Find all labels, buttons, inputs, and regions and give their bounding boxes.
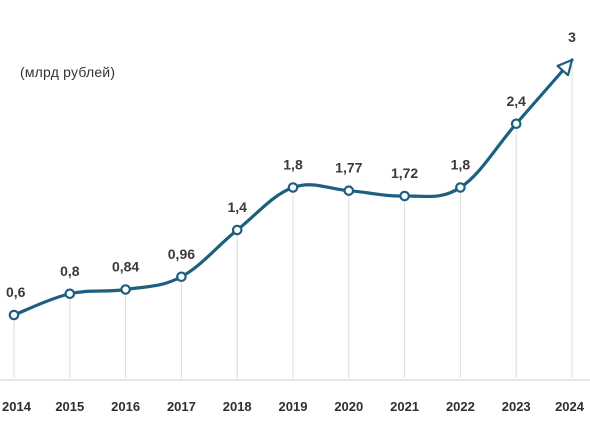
data-point-2022 <box>455 182 466 193</box>
data-point-2018 <box>231 224 243 236</box>
data-point-2015 <box>64 288 76 300</box>
data-labels: 0,6 0,8 0,84 0,96 1,4 1,8 1,77 1,72 1,8 2,4 3 <box>6 29 576 300</box>
unit-label: (млрд рублей) <box>20 64 116 80</box>
data-point-2020 <box>343 185 355 196</box>
x-tick-labels: 2014 2015 2016 2017 2018 2019 2020 2021 2022 2023… <box>2 399 585 414</box>
data-label-2023: 2,4 <box>506 93 526 109</box>
x-tick-label-2016: 2016 <box>111 399 140 414</box>
x-tick-label-2018: 2018 <box>223 399 252 414</box>
data-label-2017: 0,96 <box>168 246 195 262</box>
data-point-2021 <box>399 190 410 202</box>
data-label-2020: 1,77 <box>335 160 362 176</box>
data-label-2024: 3 <box>568 29 576 45</box>
data-label-2019: 1,8 <box>283 157 303 173</box>
x-tick-label-2014: 2014 <box>2 399 32 414</box>
x-tick-label-2021: 2021 <box>390 399 419 414</box>
data-label-2021: 1,72 <box>391 165 418 181</box>
x-tick-label-2015: 2015 <box>55 399 84 414</box>
x-tick-label-2023: 2023 <box>502 399 531 414</box>
data-label-2022: 1,8 <box>451 157 471 173</box>
data-point-2019 <box>287 182 299 193</box>
x-tick-label-2017: 2017 <box>167 399 196 414</box>
data-label-2018: 1,4 <box>227 199 247 215</box>
data-label-2016: 0,84 <box>112 259 139 275</box>
data-markers <box>8 58 574 321</box>
data-point-2016 <box>120 284 131 295</box>
data-point-2014 <box>8 309 20 321</box>
end-arrow-marker <box>556 58 574 77</box>
x-tick-label-2020: 2020 <box>334 399 363 414</box>
x-tick-label-2019: 2019 <box>279 399 308 414</box>
data-point-2017 <box>176 271 187 283</box>
gridlines <box>13 60 573 378</box>
data-label-2014: 0,6 <box>6 284 26 300</box>
data-point-2023 <box>510 118 522 130</box>
data-label-2015: 0,8 <box>60 263 80 279</box>
x-tick-label-2022: 2022 <box>446 399 475 414</box>
x-tick-label-2024: 2024 <box>555 399 585 414</box>
